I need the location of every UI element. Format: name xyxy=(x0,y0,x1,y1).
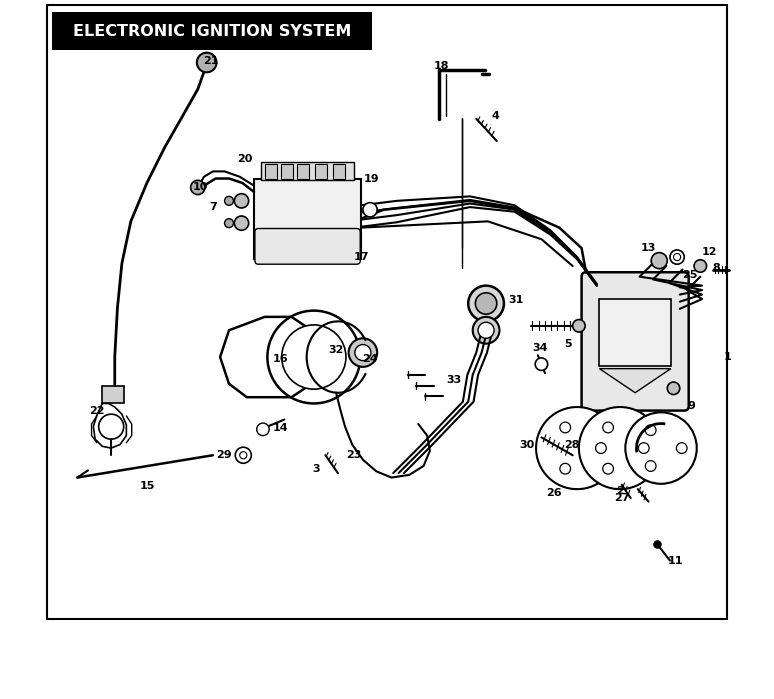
Bar xyxy=(281,164,293,178)
Text: 10: 10 xyxy=(193,182,208,192)
Text: 25: 25 xyxy=(682,270,697,280)
Circle shape xyxy=(639,442,649,454)
Text: 26: 26 xyxy=(546,488,562,498)
Circle shape xyxy=(676,442,687,454)
Circle shape xyxy=(197,52,217,72)
Circle shape xyxy=(257,423,269,435)
Text: 34: 34 xyxy=(532,343,547,353)
Text: 3: 3 xyxy=(313,463,320,474)
Text: 17: 17 xyxy=(354,252,369,262)
Text: 31: 31 xyxy=(509,295,524,305)
Bar xyxy=(333,164,345,178)
Circle shape xyxy=(348,338,377,367)
Circle shape xyxy=(603,422,614,433)
Circle shape xyxy=(468,286,504,322)
Circle shape xyxy=(579,407,661,489)
Circle shape xyxy=(535,358,548,370)
Circle shape xyxy=(282,325,346,389)
Bar xyxy=(261,162,354,180)
Circle shape xyxy=(235,194,248,208)
Circle shape xyxy=(478,322,494,338)
Circle shape xyxy=(595,442,606,454)
Text: 23: 23 xyxy=(346,450,361,460)
Circle shape xyxy=(646,425,656,435)
Text: 12: 12 xyxy=(701,247,717,257)
Text: 29: 29 xyxy=(216,450,231,460)
Text: 20: 20 xyxy=(238,154,253,164)
Circle shape xyxy=(560,422,570,433)
Bar xyxy=(265,164,277,178)
FancyBboxPatch shape xyxy=(581,272,689,410)
Text: ELECTRONIC IGNITION SYSTEM: ELECTRONIC IGNITION SYSTEM xyxy=(73,24,351,38)
Text: 22: 22 xyxy=(89,405,104,416)
Circle shape xyxy=(560,463,570,474)
Text: 5: 5 xyxy=(564,338,572,349)
Text: 4: 4 xyxy=(491,111,499,121)
Text: 9: 9 xyxy=(687,401,695,411)
Circle shape xyxy=(354,345,371,361)
Text: 11: 11 xyxy=(667,556,683,565)
Text: 7: 7 xyxy=(209,202,217,212)
Circle shape xyxy=(224,196,234,206)
Text: 28: 28 xyxy=(564,440,580,449)
Text: 19: 19 xyxy=(364,173,379,184)
Text: 13: 13 xyxy=(641,243,656,253)
Circle shape xyxy=(573,319,585,332)
Text: 32: 32 xyxy=(328,345,344,355)
Circle shape xyxy=(654,541,661,548)
Bar xyxy=(102,386,124,403)
Circle shape xyxy=(667,382,680,394)
Bar xyxy=(315,164,327,178)
Bar xyxy=(254,178,361,259)
Circle shape xyxy=(240,452,247,459)
Circle shape xyxy=(651,252,667,268)
Circle shape xyxy=(235,216,248,230)
Text: 18: 18 xyxy=(433,61,449,71)
Polygon shape xyxy=(599,368,671,393)
Bar xyxy=(599,299,671,366)
Circle shape xyxy=(473,317,499,344)
FancyBboxPatch shape xyxy=(255,229,360,264)
Circle shape xyxy=(363,203,377,217)
Text: 24: 24 xyxy=(362,354,378,363)
Circle shape xyxy=(603,463,614,474)
Text: 14: 14 xyxy=(273,424,289,433)
Circle shape xyxy=(235,447,252,463)
Bar xyxy=(297,164,310,178)
Circle shape xyxy=(646,461,656,471)
Bar xyxy=(53,13,372,50)
Circle shape xyxy=(475,293,497,314)
Circle shape xyxy=(99,415,124,439)
Circle shape xyxy=(190,180,205,194)
Text: 30: 30 xyxy=(519,440,535,449)
Circle shape xyxy=(673,254,680,261)
Text: 8: 8 xyxy=(713,263,721,273)
Text: 2: 2 xyxy=(616,486,624,496)
Text: 15: 15 xyxy=(139,482,155,491)
Circle shape xyxy=(267,310,360,403)
Text: 16: 16 xyxy=(273,354,289,363)
Circle shape xyxy=(625,412,697,484)
Text: 27: 27 xyxy=(614,493,629,503)
Text: 21: 21 xyxy=(204,56,219,66)
Circle shape xyxy=(536,407,618,489)
Text: 1: 1 xyxy=(723,352,731,362)
Circle shape xyxy=(224,219,234,228)
Circle shape xyxy=(670,250,684,264)
Text: 33: 33 xyxy=(447,375,461,385)
Circle shape xyxy=(694,260,707,272)
